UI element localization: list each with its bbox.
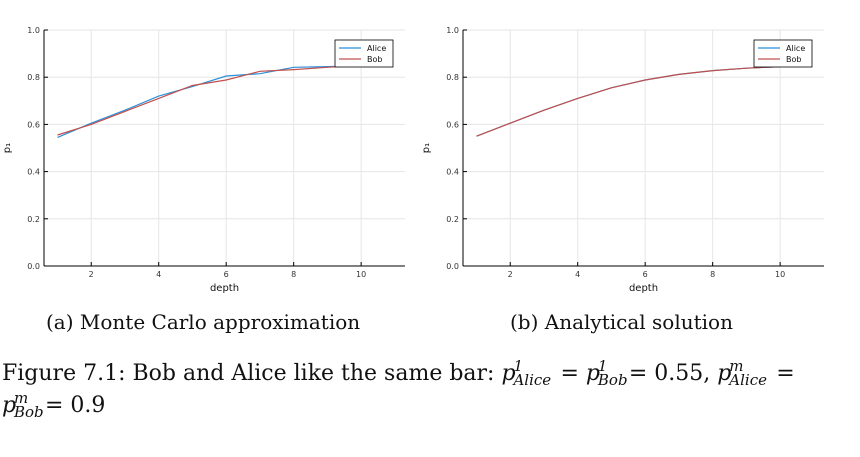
caption-eq: = [553,361,586,386]
y-tick-label: 0.2 [446,215,459,224]
y-axis-label: p₁ [2,143,13,153]
math-p-bob-m: p m Bob [2,389,44,421]
legend-label-bob: Bob [367,55,382,64]
x-axis-label: depth [210,283,239,294]
x-tick-label: 8 [710,270,715,279]
chart-panel-b: 0.0 0.2 0.4 0.6 0.8 1.0 2 4 6 8 10 depth p₁ Alice Bob [421,26,824,294]
y-axis-label: p₁ [421,143,432,153]
y-tick-label: 0.8 [446,73,459,82]
y-tick-label: 0.6 [446,120,459,129]
legend-box [334,39,394,68]
chart-panel-a: 0.0 0.2 0.4 0.6 0.8 1.0 2 4 6 8 10 depth p₁ Alice Bob [2,26,405,294]
math-p-bob-1: p 1 Bob [585,357,628,389]
legend-label-bob: Bob [786,55,801,64]
subcaption-b: (b) Analytical solution [510,310,733,334]
caption-eq-2: = [769,361,795,386]
x-tick-label: 10 [356,270,366,279]
legend-label-alice: Alice [786,44,805,53]
y-tick-label: 1.0 [446,26,459,35]
caption-value-1: = 0.55, [621,361,718,386]
subcaption-a: (a) Monte Carlo approximation [46,310,361,334]
series-line-bob [476,66,781,137]
x-tick-label: 4 [575,270,580,279]
y-tick-label: 0.0 [446,262,459,271]
math-p-alice-1: p 1 Alice [501,357,552,389]
math-p-alice-m: p m Alice [717,357,767,389]
series-line-alice [57,65,362,138]
caption-prefix: Figure 7.1: Bob and Alice like the same … [2,361,502,386]
figure: 0.00.20.40.60.81.02 4 6 8 10depthp₁AliceBob0… [2,26,824,294]
y-tick-label: 0.4 [446,168,459,177]
y-tick-label: 0.6 [27,120,40,129]
y-tick-label: 0.2 [27,215,40,224]
x-tick-label: 2 [89,270,94,279]
x-tick-label: 4 [156,270,161,279]
x-tick-label: 8 [291,270,296,279]
y-tick-label: 1.0 [27,26,40,35]
x-axis-label: depth [629,283,658,294]
legend-box [753,39,813,68]
x-tick-label: 2 [508,270,513,279]
series-line-bob [57,64,362,136]
x-tick-label: 6 [643,270,648,279]
y-tick-label: 0.8 [27,73,40,82]
x-tick-label: 6 [224,270,229,279]
y-tick-label: 0.0 [27,262,40,271]
y-tick-label: 0.4 [27,168,40,177]
figure-caption: Figure 7.1: Bob and Alice like the same … [2,357,852,422]
caption-value-m: = 0.9 [38,393,106,418]
legend-label-alice: Alice [367,44,386,53]
x-tick-label: 10 [775,270,785,279]
